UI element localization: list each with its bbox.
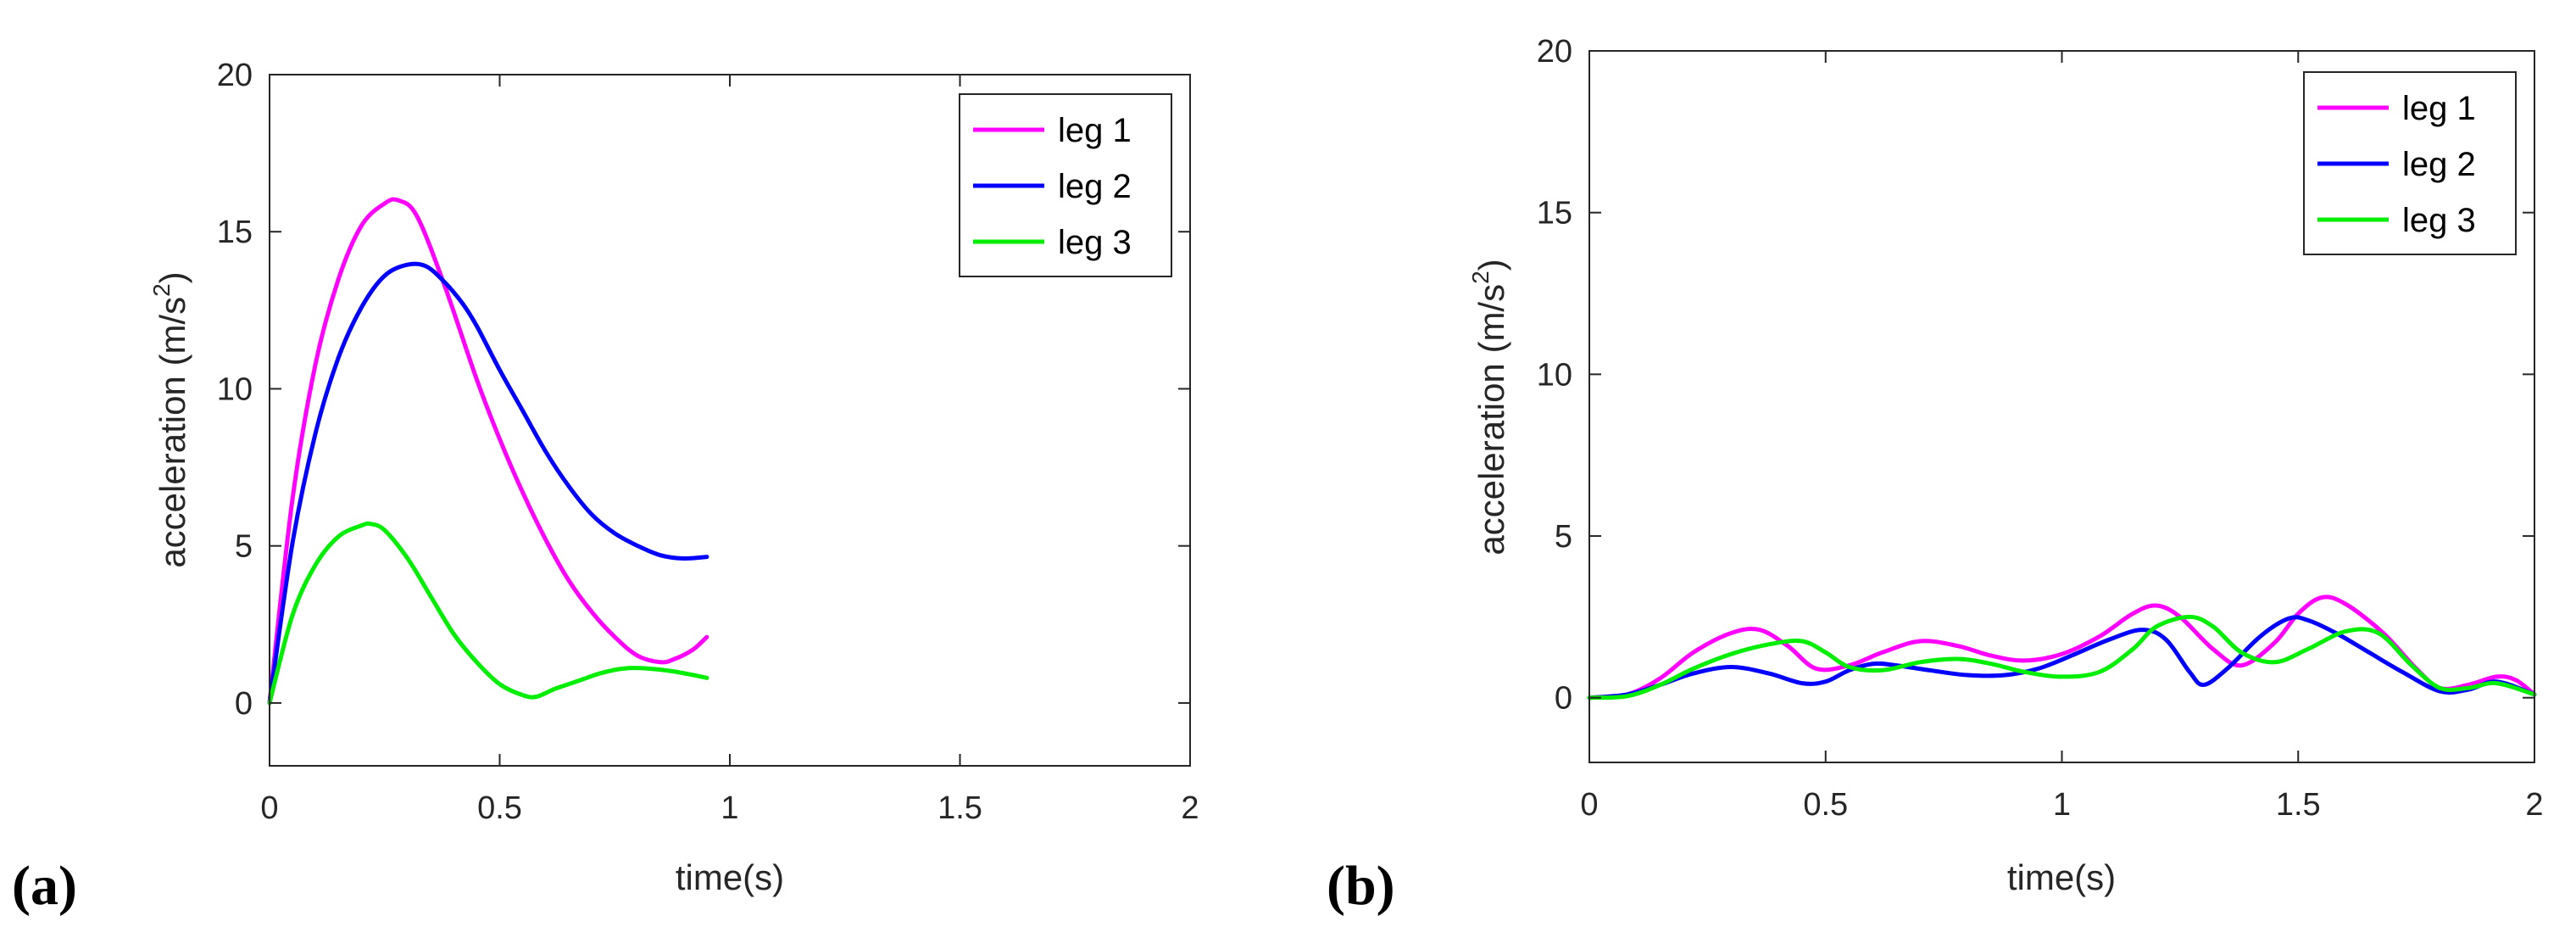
legend-label-leg-2-b: leg 2: [2402, 146, 2476, 183]
legend-label-leg-2-a: leg 2: [1058, 168, 1132, 205]
x-tick-label-b: 1: [2053, 787, 2071, 823]
legend-a: leg 1 leg 2 leg 3: [959, 93, 1172, 277]
x-tick-label-b: 2: [2525, 787, 2543, 823]
legend-label-leg-1-a: leg 1: [1058, 112, 1132, 149]
y-tick-label-b: 0: [1555, 681, 1572, 717]
x-tick-label-a: 2: [1181, 790, 1199, 826]
series-line-leg-2-a: [267, 261, 709, 706]
legend-label-leg-1-b: leg 1: [2402, 90, 2476, 127]
x-axis-label-b: time(s): [2007, 857, 2116, 897]
legend-label-leg-3-b: leg 3: [2402, 202, 2476, 239]
panel-label-b: (b): [1327, 855, 1395, 917]
legend-box-a: [959, 93, 1172, 277]
series-line-leg-3-b: [1587, 614, 2537, 701]
x-tick-label-a: 1: [721, 790, 738, 826]
y-tick-label-b: 20: [1537, 34, 1572, 70]
y-tick-label-a: 15: [217, 215, 253, 250]
y-tick-label-a: 0: [235, 686, 253, 722]
x-tick-label-b: 0.5: [1803, 787, 1848, 823]
panel-label-a: (a): [12, 855, 77, 917]
y-axis-label-sup-a: 2: [148, 283, 175, 297]
y-axis-label-a: acceleration (m/s2): [148, 271, 192, 567]
legend-label-leg-3-a: leg 3: [1058, 224, 1132, 261]
x-axis-label-a: time(s): [676, 857, 784, 897]
x-tick-label-b: 1.5: [2276, 787, 2321, 823]
x-tick-label-a: 1.5: [937, 790, 982, 826]
series-line-leg-2-b: [1587, 615, 2537, 701]
legend-b: leg 1 leg 2 leg 3: [2303, 71, 2517, 255]
y-tick-label-a: 10: [217, 371, 253, 407]
y-axis-label-sup-b: 2: [1467, 271, 1494, 284]
y-tick-label-a: 20: [217, 58, 253, 93]
series-line-leg-1-a: [267, 197, 709, 706]
x-tick-label-b: 0: [1580, 787, 1598, 823]
y-tick-label-b: 5: [1555, 519, 1572, 555]
y-tick-label-b: 15: [1537, 196, 1572, 232]
x-tick-label-a: 0.5: [477, 790, 522, 826]
y-axis-label-b: acceleration (m/s2): [1467, 259, 1511, 555]
series-line-leg-3-a: [267, 521, 709, 706]
y-tick-label-a: 5: [235, 529, 253, 565]
x-tick-label-a: 0: [260, 790, 278, 826]
y-tick-label-b: 10: [1537, 357, 1572, 393]
